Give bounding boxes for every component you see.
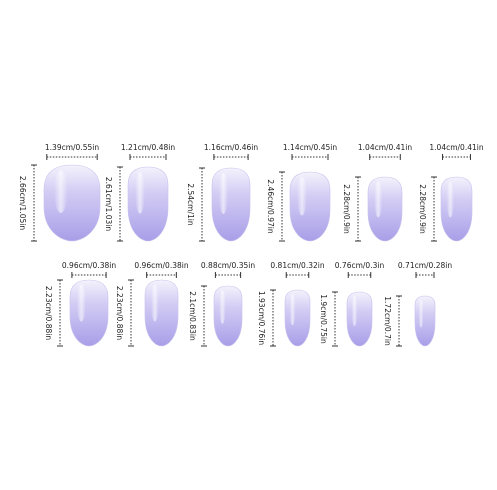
width-label: 1.14cm/0.45in bbox=[283, 143, 337, 152]
nail-item: 1.14cm/0.45in 2.46cm/0.97in bbox=[266, 143, 337, 242]
nail-shine bbox=[219, 290, 226, 324]
width-label: 1.16cm/0.46in bbox=[204, 143, 258, 152]
nail-shine bbox=[76, 284, 86, 322]
height-label: 2.46cm/0.97in bbox=[266, 179, 275, 233]
nail-shine bbox=[218, 173, 228, 214]
nail bbox=[43, 164, 101, 242]
height-label: 2.1cm/0.83in bbox=[188, 291, 197, 341]
nail-item: 0.76cm/0.3in 1.9cm/0.75in bbox=[319, 261, 385, 347]
nail-item: 1.04cm/0.41in 2.28cm/0.9in bbox=[418, 143, 484, 242]
width-label: 1.04cm/0.41in bbox=[429, 143, 483, 152]
nail-shine bbox=[297, 176, 307, 216]
nail bbox=[367, 176, 403, 242]
nail-item: 1.39cm/0.55in 2.66cm/1.05in bbox=[18, 143, 101, 242]
width-label: 1.21cm/0.48in bbox=[121, 143, 175, 152]
nail bbox=[144, 279, 179, 347]
nail-shine bbox=[135, 172, 145, 214]
nail-item: 0.71cm/0.28in 1.72cm/0.7in bbox=[383, 261, 452, 347]
nail bbox=[284, 289, 311, 347]
nail-item: 0.88cm/0.35in 2.1cm/0.83in bbox=[188, 261, 255, 347]
width-label: 0.96cm/0.38in bbox=[62, 261, 116, 270]
height-label: 2.23cm/0.88in bbox=[44, 286, 53, 340]
nail-shine bbox=[150, 284, 159, 322]
height-label: 2.54cm/1in bbox=[186, 183, 195, 226]
nail bbox=[213, 285, 243, 347]
nail-item: 0.96cm/0.38in 2.23cm/0.88in bbox=[44, 261, 116, 347]
nail bbox=[127, 166, 169, 242]
width-label: 1.39cm/0.55in bbox=[45, 143, 99, 152]
nail-shine bbox=[351, 295, 358, 327]
nail-set: 1.39cm/0.55in 2.66cm/1.05in 1.21cm/0.48in 2… bbox=[18, 143, 484, 347]
nail-shine bbox=[446, 181, 455, 218]
height-label: 2.61cm/1.03in bbox=[104, 177, 113, 231]
nail bbox=[414, 295, 436, 347]
width-label: 0.81cm/0.32in bbox=[270, 261, 324, 270]
width-label: 1.04cm/0.41in bbox=[358, 143, 412, 152]
nail-item: 1.21cm/0.48in 2.61cm/1.03in bbox=[104, 143, 175, 242]
nail-shine bbox=[54, 170, 68, 213]
nail bbox=[69, 279, 109, 347]
nail bbox=[211, 167, 251, 242]
width-label: 0.71cm/0.28in bbox=[398, 261, 452, 270]
height-label: 2.23cm/0.88in bbox=[115, 286, 124, 340]
nail bbox=[289, 171, 331, 242]
nail-item: 0.81cm/0.32in 1.93cm/0.76in bbox=[257, 261, 325, 347]
nail-item: 0.96cm/0.38in 2.23cm/0.88in bbox=[115, 261, 189, 347]
nail-shine bbox=[289, 293, 296, 326]
width-label: 0.76cm/0.3in bbox=[335, 261, 385, 270]
height-label: 1.9cm/0.75in bbox=[319, 294, 328, 344]
nail-shine bbox=[374, 181, 383, 218]
height-label: 2.66cm/1.05in bbox=[18, 176, 27, 230]
nail-shine bbox=[418, 299, 424, 328]
height-label: 2.28cm/0.9in bbox=[418, 184, 427, 234]
height-label: 1.72cm/0.7in bbox=[383, 296, 392, 346]
height-label: 1.93cm/0.76in bbox=[257, 291, 266, 345]
height-label: 2.28cm/0.9in bbox=[342, 184, 351, 234]
width-label: 0.96cm/0.38in bbox=[134, 261, 188, 270]
nail bbox=[346, 291, 373, 347]
nail bbox=[440, 176, 473, 242]
nail-item: 1.04cm/0.41in 2.28cm/0.9in bbox=[342, 143, 412, 242]
width-label: 0.88cm/0.35in bbox=[201, 261, 255, 270]
nail-item: 1.16cm/0.46in 2.54cm/1in bbox=[186, 143, 258, 242]
